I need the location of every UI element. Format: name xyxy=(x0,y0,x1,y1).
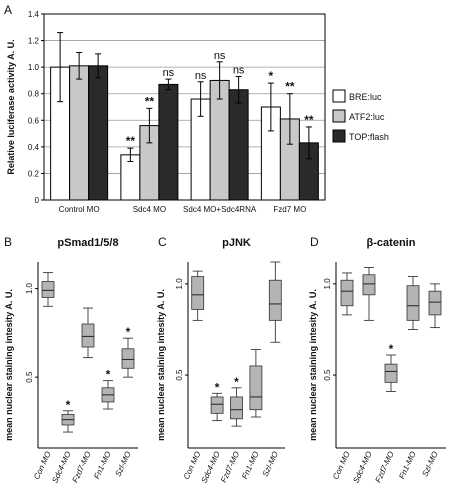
category-label: Con MO xyxy=(331,450,352,481)
y-tick-label: 1.4 xyxy=(28,10,40,19)
panel-b-label: B xyxy=(4,235,12,249)
category-label: Fzd7 MO xyxy=(273,205,306,214)
significance-mark: * xyxy=(126,325,131,339)
category-label: Fzd7-MO xyxy=(71,450,93,484)
bar-topflash xyxy=(228,89,249,201)
category-label: Fzd7-MO xyxy=(374,450,396,484)
category-label: Szl-MO xyxy=(113,450,132,478)
significance-mark: ns xyxy=(233,64,245,76)
legend-swatch xyxy=(332,129,346,143)
significance-mark: * xyxy=(215,380,220,394)
significance-mark: * xyxy=(234,375,239,389)
legend-entry: BRE:luc xyxy=(349,92,382,102)
y-axis-label: mean nuclear staining intesity A. U. xyxy=(308,289,318,441)
y-axis-label: mean nuclear staining intesity A. U. xyxy=(4,289,14,441)
significance-mark: * xyxy=(106,368,111,382)
category-label: Szl-MO xyxy=(261,450,280,478)
box xyxy=(230,396,243,420)
y-tick-label: 0.5 xyxy=(25,371,34,383)
category-label: Fn1-MO xyxy=(240,450,261,480)
legend-swatch xyxy=(332,109,346,123)
category-label: Fzd7-MO xyxy=(219,450,241,484)
significance-mark: ns xyxy=(195,70,207,82)
category-label: Sdc4 MO xyxy=(133,205,166,214)
y-tick-label: 0.5 xyxy=(175,369,184,381)
y-tick-label: 0.4 xyxy=(28,143,40,152)
significance-mark: ns xyxy=(214,50,226,62)
panel-title: pJNK xyxy=(222,237,251,249)
y-axis-label: Relative luciferase activity A. U. xyxy=(6,39,16,174)
box xyxy=(362,274,376,296)
panel-title: β-catenin xyxy=(367,237,416,249)
significance-mark: * xyxy=(269,69,274,83)
category-label: Fn1-MO xyxy=(397,450,418,480)
bar-atf2luc xyxy=(69,65,90,201)
y-tick-label: 1.0 xyxy=(25,282,34,294)
y-tick-label: 0 xyxy=(35,196,40,205)
category-label: Con MO xyxy=(32,450,53,481)
box xyxy=(268,279,282,321)
significance-mark: ** xyxy=(285,80,295,94)
y-tick-label: 1.0 xyxy=(28,63,40,72)
significance-mark: ns xyxy=(163,67,175,79)
panel-d-label: D xyxy=(310,235,319,249)
category-label: Sdc4-MO xyxy=(50,450,72,484)
y-tick-label: 1.0 xyxy=(175,278,184,290)
box xyxy=(384,363,398,383)
y-axis-label: mean nuclear staining intesity A. U. xyxy=(156,289,166,441)
box xyxy=(210,396,224,414)
legend-swatch xyxy=(332,89,346,103)
significance-mark: ** xyxy=(126,134,136,148)
category-label: Con MO xyxy=(182,450,203,481)
significance-mark: ** xyxy=(145,94,155,108)
significance-mark: ** xyxy=(304,113,314,127)
y-tick-label: 1.2 xyxy=(28,37,40,46)
box xyxy=(121,348,135,369)
bar-topflash xyxy=(88,65,109,201)
box xyxy=(191,276,205,310)
category-label: Sdc4 MO+Sdc4RNA xyxy=(183,205,257,214)
panel-title: pSmad1/5/8 xyxy=(57,237,118,249)
box xyxy=(81,323,95,348)
panel-c-label: C xyxy=(158,235,167,249)
y-tick-label: 0.6 xyxy=(28,116,40,125)
significance-mark: * xyxy=(66,398,71,412)
category-label: Fn1-MO xyxy=(92,450,113,480)
panel-a-label: A xyxy=(4,3,12,17)
box xyxy=(406,285,420,321)
bar-topflash xyxy=(158,83,179,201)
legend-entry: ATF2:luc xyxy=(349,112,385,122)
significance-mark: * xyxy=(389,342,394,356)
box xyxy=(249,365,263,411)
plot-frame xyxy=(43,13,326,201)
box xyxy=(428,290,442,316)
box xyxy=(340,279,354,307)
legend-entry: TOP:flash xyxy=(349,132,389,142)
category-label: Szl-MO xyxy=(420,450,439,478)
panel-a-chart: A 0 0.2 0.4 0.6 0.8 1.0 1.2 1.4 Relative lucifera… xyxy=(4,3,389,214)
y-tick-label: 0.5 xyxy=(323,369,332,381)
y-tick-label: 0.2 xyxy=(28,169,40,178)
category-label: Sdc4-MO xyxy=(351,450,373,484)
y-tick-label: 1.0 xyxy=(323,278,332,290)
category-label: Control MO xyxy=(59,205,100,214)
y-tick-label: 0.8 xyxy=(28,90,40,99)
box xyxy=(41,281,55,298)
